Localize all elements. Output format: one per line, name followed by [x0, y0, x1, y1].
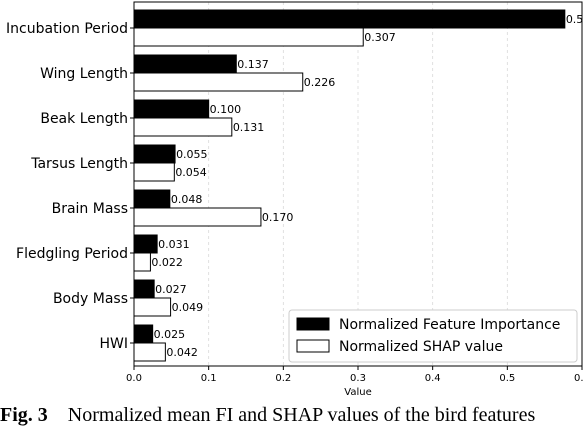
x-axis-title: Value: [344, 387, 371, 398]
shap-bar: [133, 162, 175, 182]
fi-bar: [133, 279, 155, 299]
category-label: Beak Length: [40, 111, 128, 127]
fi-value-label: 0.025: [154, 328, 186, 341]
category-label: Brain Mass: [52, 201, 128, 217]
shap-bar: [133, 252, 151, 272]
figure-number: Fig. 3: [0, 404, 48, 426]
fi-value-label: 0.048: [171, 193, 203, 206]
category-label: Body Mass: [53, 291, 128, 307]
legend-label: Normalized SHAP value: [339, 339, 503, 355]
fi-value-label: 0.055: [176, 148, 208, 161]
shap-bar: [133, 27, 364, 47]
fi-value-label: 0.100: [210, 103, 242, 116]
shap-bar: [133, 207, 262, 227]
fi-bar: [133, 324, 154, 344]
x-tick-label: 0.3: [350, 373, 366, 384]
shap-value-label: 0.049: [172, 301, 204, 314]
plot-frame: [133, 1, 583, 367]
category-label: HWI: [100, 336, 129, 352]
x-tick-label: 0.4: [425, 373, 441, 384]
fi-bar: [133, 144, 176, 164]
fi-value-label: 0.027: [155, 283, 187, 296]
bar-value-labels: 0.577 0.307 0.137 0.226 0.100 0.131 0.055 0.054…: [151, 13, 584, 359]
x-axis-ticks: 0.0 0.1 0.2 0.3 0.4 0.5 0.6: [126, 366, 584, 384]
shap-value-label: 0.042: [166, 346, 198, 359]
shap-value-label: 0.131: [233, 121, 265, 134]
x-tick-label: 0.6: [574, 373, 584, 384]
shap-bar: [133, 297, 172, 317]
shap-value-label: 0.307: [364, 31, 396, 44]
x-tick-label: 0.1: [201, 373, 217, 384]
shap-value-label: 0.170: [262, 211, 294, 224]
category-label: Tarsus Length: [30, 156, 128, 172]
legend-label: Normalized Feature Importance: [339, 317, 560, 333]
fi-value-label: 0.031: [158, 238, 190, 251]
x-tick-label: 0.5: [499, 373, 515, 384]
shap-bar: [133, 342, 166, 362]
caption-text: Normalized mean FI and SHAP values of th…: [67, 404, 536, 426]
x-tick-label: 0.2: [275, 373, 291, 384]
category-label: Fledgling Period: [16, 246, 128, 262]
fi-bar: [133, 9, 566, 29]
legend-box: [288, 309, 578, 363]
figure-caption: Fig. 3 Normalized mean FI and SHAP values…: [0, 404, 584, 427]
legend-swatch: [296, 339, 330, 353]
category-label: Incubation Period: [6, 21, 128, 37]
fi-value-label: 0.137: [237, 58, 269, 71]
bar-chart: 0.577 0.307 0.137 0.226 0.100 0.131 0.055 0.054…: [6, 1, 584, 398]
category-label: Wing Length: [40, 66, 128, 82]
fi-bar: [133, 99, 210, 119]
x-tick-label: 0.0: [126, 373, 142, 384]
shap-bar: [133, 117, 233, 137]
shap-value-label: 0.022: [151, 256, 183, 269]
fi-bar: [133, 234, 158, 254]
legend: Normalized Feature Importance Normalized …: [288, 309, 578, 363]
shap-value-label: 0.226: [304, 76, 336, 89]
fi-bar: [133, 189, 171, 209]
fi-value-label: 0.577: [566, 13, 584, 26]
category-labels: Incubation Period Wing Length Beak Length T…: [6, 21, 134, 352]
legend-swatch: [296, 317, 330, 331]
fi-bar: [133, 54, 237, 74]
shap-value-label: 0.054: [175, 166, 207, 179]
shap-bar: [133, 72, 304, 92]
